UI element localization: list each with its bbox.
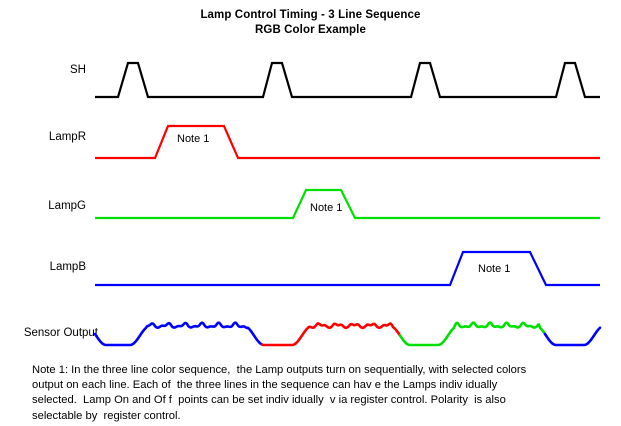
footnote-line-2: output on each line. Each of the three l… (32, 379, 498, 392)
note-tag-lampg: Note 1 (310, 202, 343, 214)
note-tag-lampb: Note 1 (478, 263, 511, 275)
signal-label-sh: SH (70, 64, 86, 76)
title-line-2: RGB Color Example (255, 24, 366, 36)
waveform-sh (95, 61, 600, 99)
waveform-lampr (95, 124, 600, 160)
signal-label-sensor: Sensor Output (23, 327, 98, 339)
page-title: Lamp Control Timing - 3 Line Sequence RG… (0, 8, 621, 38)
waveform-lampg (95, 188, 600, 220)
footnote-line-4: selectable by register control. (32, 409, 181, 422)
signal-label-lampg: LampG (48, 200, 86, 212)
signal-label-lampr: LampR (48, 131, 86, 143)
footnote-note-1: Note 1: In the three line color sequence… (32, 363, 607, 424)
footnote-line-1: Note 1: In the three line color sequence… (32, 364, 527, 376)
signal-label-lampb: LampB (49, 261, 86, 273)
footnote-line-3: selected. Lamp On and Of f points can be… (32, 394, 506, 407)
waveform-sensor-output (93, 321, 602, 347)
note-tag-lampr: Note 1 (177, 133, 210, 145)
title-line-1: Lamp Control Timing - 3 Line Sequence (200, 9, 421, 21)
waveform-lampb (95, 250, 600, 287)
